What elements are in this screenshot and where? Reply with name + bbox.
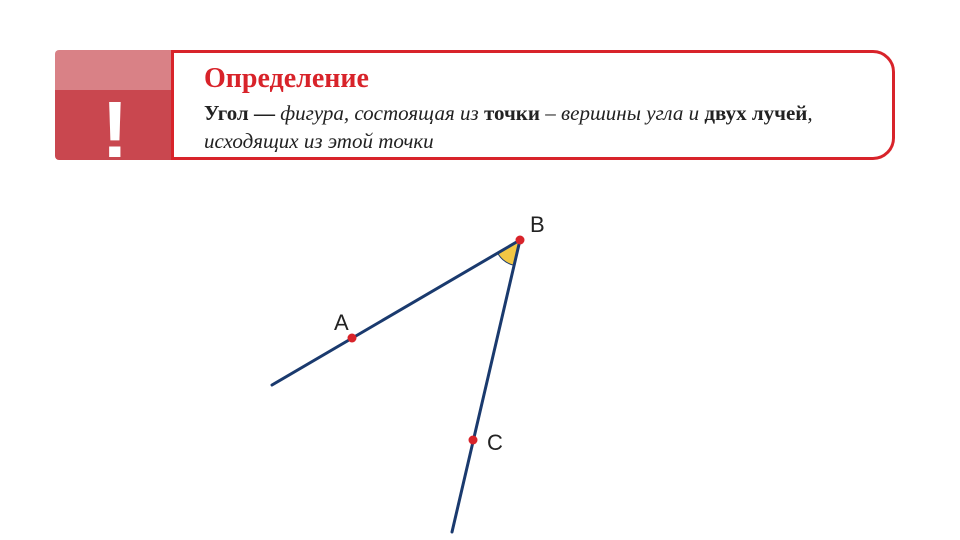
- callout-badge: !: [55, 50, 175, 160]
- point-C: [469, 436, 478, 445]
- callout-body: Угол — фигура, состоящая из точки – верш…: [204, 99, 868, 156]
- point-label-A: A: [334, 310, 349, 336]
- exclamation-icon: !: [102, 90, 129, 160]
- definition-callout: ! Определение Угол — фигура, состоящая и…: [55, 50, 895, 160]
- ray-BA: [272, 240, 520, 385]
- point-B: [516, 236, 525, 245]
- ray-BC: [452, 240, 520, 532]
- badge-top-stripe: [55, 50, 175, 90]
- point-label-B: B: [530, 212, 545, 238]
- callout-textbox: Определение Угол — фигура, состоящая из …: [171, 50, 895, 160]
- angle-arc: [498, 240, 520, 265]
- callout-title: Определение: [204, 63, 868, 95]
- point-label-C: C: [487, 430, 503, 456]
- badge-bottom-stripe: !: [55, 90, 175, 160]
